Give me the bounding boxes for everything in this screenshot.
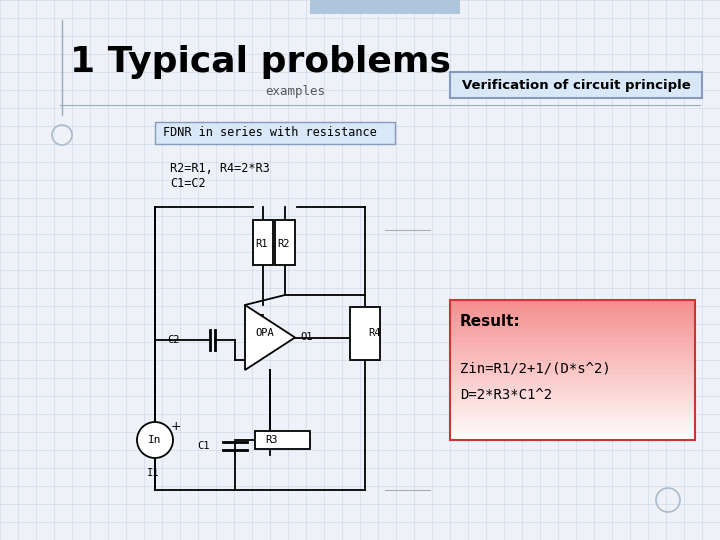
Bar (450, 370, 695, 375)
Bar (450, 300, 695, 305)
Bar (450, 323, 695, 328)
Bar (450, 333, 695, 338)
Bar (450, 375, 695, 380)
Text: C2: C2 (167, 335, 179, 345)
Bar (450, 309, 695, 314)
Text: R2: R2 (277, 239, 289, 249)
Bar (450, 431, 695, 436)
Text: 1 Typical problems: 1 Typical problems (70, 45, 451, 79)
Text: D=2*R3*C1^2: D=2*R3*C1^2 (460, 388, 552, 402)
Bar (450, 407, 695, 413)
Bar (450, 393, 695, 399)
Bar (450, 352, 695, 356)
Text: R3: R3 (265, 435, 277, 445)
Bar (450, 328, 695, 333)
Bar (253, 220, 273, 265)
Bar (350, 307, 380, 360)
Bar (450, 342, 695, 347)
Bar (450, 426, 695, 431)
Text: C1=C2: C1=C2 (170, 177, 206, 190)
Text: C1: C1 (197, 441, 210, 451)
FancyBboxPatch shape (450, 72, 702, 98)
Circle shape (137, 422, 173, 458)
Text: Result:: Result: (460, 314, 521, 329)
Bar (450, 417, 695, 422)
Text: Verification of circuit principle: Verification of circuit principle (462, 78, 690, 91)
Bar (255, 431, 310, 449)
Text: O1: O1 (300, 333, 312, 342)
Bar (450, 398, 695, 403)
Bar (310, 0, 460, 14)
Bar (450, 305, 695, 310)
Text: Zin=R1/2+1/(D*s^2): Zin=R1/2+1/(D*s^2) (460, 361, 611, 375)
Text: I1: I1 (147, 468, 160, 478)
Text: examples: examples (265, 85, 325, 98)
Text: R4: R4 (368, 328, 380, 339)
Bar (450, 347, 695, 352)
Text: +: + (171, 421, 181, 434)
Bar (450, 421, 695, 427)
Bar (450, 319, 695, 324)
Bar (450, 389, 695, 394)
Text: R1: R1 (255, 239, 268, 249)
Text: R2=R1, R4=2*R3: R2=R1, R4=2*R3 (170, 162, 270, 175)
Bar (450, 403, 695, 408)
Text: In: In (148, 435, 162, 445)
Polygon shape (245, 305, 295, 370)
Text: OPA: OPA (255, 327, 274, 338)
Bar (450, 412, 695, 417)
Bar (450, 314, 695, 319)
Bar (450, 338, 695, 342)
Bar (450, 379, 695, 384)
FancyBboxPatch shape (155, 122, 395, 144)
Text: FDNR in series with resistance: FDNR in series with resistance (163, 126, 377, 139)
Bar (450, 356, 695, 361)
Bar (450, 384, 695, 389)
Bar (450, 435, 695, 441)
Bar (450, 361, 695, 366)
Bar (450, 366, 695, 370)
Bar (275, 220, 295, 265)
